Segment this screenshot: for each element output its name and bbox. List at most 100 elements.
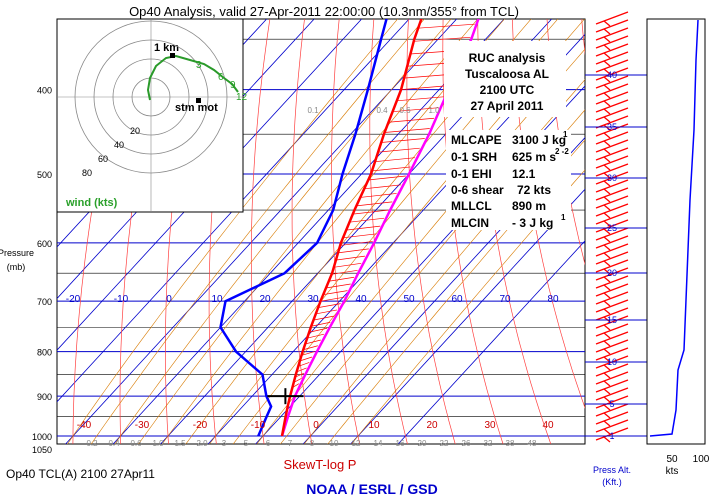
wind-barb-flag: [603, 340, 611, 347]
temperature-trace: [280, 19, 423, 437]
dewpoint-trace: [219, 19, 388, 437]
cape-hatch-line: [296, 367, 307, 373]
wind-barb-flag: [603, 100, 611, 107]
isotherm--20: [65, 19, 458, 444]
wind-barb: [595, 51, 629, 65]
wind-barb: [595, 403, 629, 417]
cape-hatch-line: [303, 345, 318, 351]
cape-hatch-line: [381, 138, 425, 143]
cape-hatch-line: [306, 333, 325, 339]
wind-barb: [595, 283, 629, 297]
cape-hatch-line: [320, 296, 345, 302]
mixing-ratio-label: 8: [310, 439, 315, 448]
wind-speed-unit: kts: [666, 466, 679, 477]
hodograph-ring-label: 20: [130, 126, 140, 136]
height-scale-label: 20: [607, 268, 617, 278]
param-sup-mlcin: 1: [561, 213, 566, 222]
sounding-info-box: RUC analysis Tuscaloosa AL 2100 UTC 27 A…: [444, 41, 571, 230]
cape-hatch-line: [331, 269, 358, 275]
wind-barb: [595, 331, 629, 345]
height-scale-label: 40: [607, 70, 617, 80]
wind-barb-flag: [603, 52, 611, 59]
cape-hatch-line: [388, 117, 435, 123]
dry-adiabat: [72, 19, 132, 444]
param-value-mllcl: 890 m: [512, 199, 546, 213]
wind-barb: [595, 267, 629, 281]
cape-hatch-line: [317, 303, 341, 308]
wind-barb: [595, 363, 629, 377]
wind-barb-flag: [603, 404, 611, 411]
wind-barb-flag: [603, 412, 611, 419]
param-label-mlcin: MLCIN: [451, 216, 489, 230]
param-value-srh: 625 m s: [512, 150, 556, 164]
temp-tick-label-bottom: 30: [484, 420, 496, 431]
wind-barb: [595, 107, 629, 121]
height-scale-caption: Press Alt.: [593, 465, 631, 475]
temp-tick-label-bottom: -20: [193, 420, 208, 431]
dry-adiabat: [546, 19, 585, 266]
wind-barb: [595, 243, 629, 257]
isotherm--40: [57, 19, 363, 351]
dry-adiabat: [331, 19, 361, 444]
dry-adiabat: [442, 19, 504, 444]
info-title-line-4: 27 April 2011: [471, 99, 544, 113]
mixing-ratio-label-top: 0.6: [399, 106, 411, 115]
isotherm-40: [350, 188, 585, 444]
wind-barb-flag: [603, 420, 611, 427]
temp-tick-label-bottom: -10: [251, 420, 266, 431]
wind-barb-flag: [603, 164, 611, 171]
wind-barb: [595, 235, 629, 249]
wind-barb-flag: [603, 28, 611, 35]
mixing-ratio-label-top: 0.1: [307, 106, 319, 115]
wind-barb: [595, 427, 629, 441]
mixing-ratio-label: 20: [418, 439, 427, 448]
cape-hatch-line: [313, 315, 334, 321]
plot-frame: [56, 18, 586, 445]
cape-hatch-line: [304, 339, 321, 345]
mixing-ratio-label: 32: [484, 439, 493, 448]
mixing-ratio-label-top: 1.0: [428, 106, 440, 115]
hodograph-frame: [56, 18, 244, 213]
mixing-ratio-label: 16: [396, 439, 405, 448]
wind-barb: [595, 99, 629, 113]
pressure-label: 500: [37, 170, 52, 180]
mixing-ratio-label: 14: [374, 439, 383, 448]
cape-hatch-line: [356, 201, 393, 207]
cape-hatch-line: [396, 96, 444, 102]
parcel-trace: [280, 19, 480, 437]
hodograph-trace: [146, 54, 239, 101]
height-scale-label: 30: [607, 173, 617, 183]
pressure-label: 700: [37, 297, 52, 307]
wind-barb: [595, 75, 629, 89]
wind-barb-flag: [603, 348, 611, 355]
isotherm-20: [255, 85, 585, 444]
mixing-ratio-label: 2.0: [196, 439, 208, 448]
profile-lines: [219, 19, 480, 437]
cape-hatch-line: [311, 321, 331, 327]
wind-barb: [595, 91, 629, 105]
wind-barb-flag: [603, 148, 611, 155]
param-value-mlcin: - 3 J kg: [512, 216, 553, 230]
wind-barb: [595, 179, 629, 193]
cape-hatch-line: [315, 309, 338, 315]
cape-hatch-line: [401, 85, 449, 90]
wind-barb-flag: [603, 220, 611, 227]
wind-barb-flag: [603, 108, 611, 115]
param-label-mllcl: MLLCL: [451, 199, 492, 213]
hodograph-1km-label: 1 km: [154, 42, 179, 54]
dry-adiabat: [119, 19, 167, 444]
mixing-ratio-label: 0.2: [86, 439, 98, 448]
cape-hatch-line: [342, 233, 377, 239]
cape-hatch-line: [352, 209, 389, 215]
height-scale-label: 1: [609, 431, 614, 441]
mixing-ratio-label: 22: [440, 439, 449, 448]
wind-barb: [595, 43, 629, 57]
wind-barb-flag: [603, 260, 611, 267]
chart-title: Op40 Analysis, valid 27-Apr-2011 22:00:0…: [129, 4, 519, 19]
cape-hatch-line: [301, 351, 316, 356]
cape-hatch-line: [335, 255, 365, 261]
mixing-ratio-label: 12: [352, 439, 361, 448]
info-title-line-1: RUC analysis: [469, 51, 546, 65]
